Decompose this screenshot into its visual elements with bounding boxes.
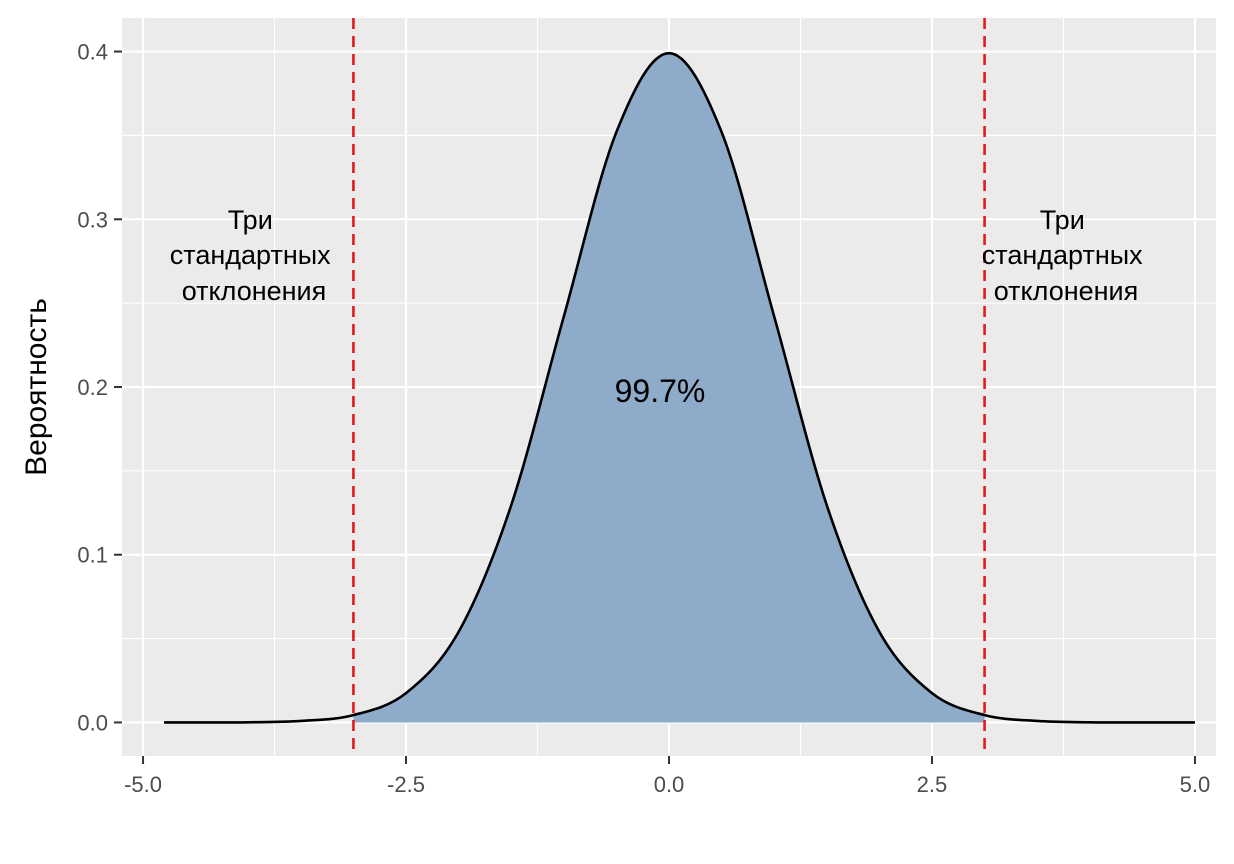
annotation-right-line-3: отклонения — [994, 276, 1139, 306]
y-tick-label: 0.4 — [77, 40, 108, 65]
y-axis: 0.0 0.1 0.2 0.3 0.4 — [77, 40, 122, 735]
annotation-right-line-1: Три — [1040, 205, 1085, 235]
annotation-right-line-2: стандартных — [982, 240, 1143, 270]
annotation-left: Три стандартных отклонения — [170, 205, 338, 306]
annotation-left-line-1: Три — [228, 205, 273, 235]
x-tick-label: -2.5 — [387, 772, 425, 797]
annotation-left-line-3: отклонения — [182, 276, 327, 306]
x-tick-label: 5.0 — [1180, 772, 1211, 797]
x-tick-label: 0.0 — [654, 772, 685, 797]
y-axis-title: Вероятность — [20, 298, 53, 476]
x-axis: -5.0 -2.5 0.0 2.5 5.0 — [124, 756, 1210, 797]
y-tick-label: 0.2 — [77, 375, 108, 400]
x-tick-label: 2.5 — [917, 772, 948, 797]
y-tick-label: 0.1 — [77, 543, 108, 568]
y-tick-label: 0.3 — [77, 207, 108, 232]
shaded-area-99-7 — [353, 53, 985, 723]
annotation-right: Три стандартных отклонения — [982, 205, 1150, 306]
center-percentage-label: 99.7% — [615, 373, 706, 409]
x-tick-label: -5.0 — [124, 772, 162, 797]
annotation-left-line-2: стандартных — [170, 240, 331, 270]
y-tick-label: 0.0 — [77, 710, 108, 735]
density-curve — [164, 51, 1195, 724]
